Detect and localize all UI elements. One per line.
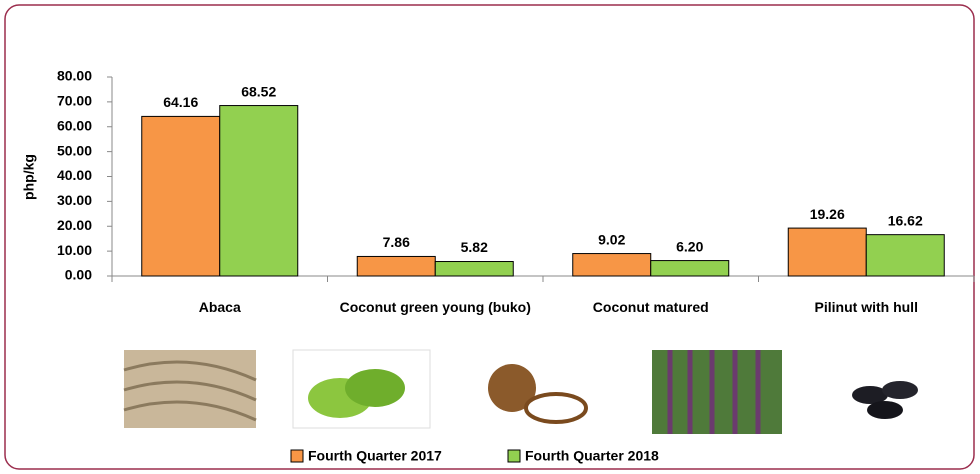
bar [357, 256, 435, 276]
value-label: 19.26 [810, 206, 845, 222]
y-tick-label: 40.00 [57, 167, 92, 183]
y-tick-label: 30.00 [57, 192, 92, 208]
buko-2 [345, 369, 405, 407]
y-tick-label: 50.00 [57, 142, 92, 158]
legend-label: Fourth Quarter 2017 [308, 448, 442, 464]
bar [651, 261, 729, 276]
bar [220, 106, 298, 276]
y-tick-label: 80.00 [57, 68, 92, 84]
legend-swatch [508, 450, 520, 462]
legend-label: Fourth Quarter 2018 [525, 448, 659, 464]
value-label: 64.16 [163, 94, 198, 110]
value-label: 68.52 [241, 83, 276, 99]
coconut-half [526, 394, 586, 422]
x-tick-label: Coconut green young (buko) [335, 297, 535, 317]
page: php/kg 0.00 10.00 20.00 30.00 40.00 50.00 60.0… [0, 0, 980, 474]
legend-swatch [291, 450, 303, 462]
nut [882, 381, 918, 399]
y-tick-label: 10.00 [57, 242, 92, 258]
y-tick-label: 0.00 [65, 267, 92, 283]
chart: php/kg 0.00 10.00 20.00 30.00 40.00 50.00 60.0… [0, 0, 980, 474]
x-tick-label: Abaca [120, 297, 320, 317]
x-tick-label: Coconut matured [551, 297, 751, 317]
bar [142, 116, 220, 276]
y-tick-label: 60.00 [57, 117, 92, 133]
bar [573, 254, 651, 276]
value-label: 9.02 [598, 231, 625, 247]
value-label: 7.86 [383, 234, 410, 250]
bar [435, 262, 513, 276]
y-tick-label: 20.00 [57, 217, 92, 233]
bar [788, 228, 866, 276]
y-axis-label: php/kg [21, 154, 37, 200]
value-label: 16.62 [888, 212, 923, 228]
value-label: 5.82 [461, 239, 488, 255]
nut [867, 401, 903, 419]
bar [866, 235, 944, 276]
value-label: 6.20 [676, 238, 703, 254]
x-tick-label: Pilinut with hull [766, 297, 966, 317]
y-tick-label: 70.00 [57, 93, 92, 109]
